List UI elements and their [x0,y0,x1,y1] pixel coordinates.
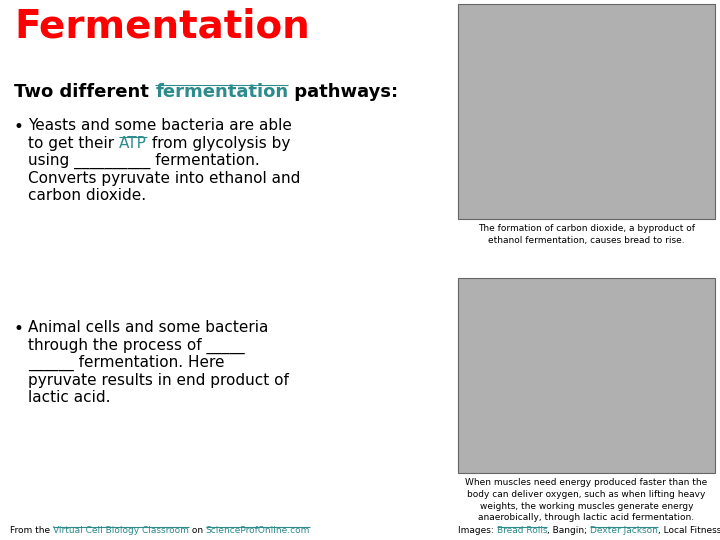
Text: ATP: ATP [119,136,147,151]
Text: •: • [14,118,24,136]
Text: Dexter Jackson: Dexter Jackson [590,526,658,535]
Text: to get their: to get their [28,136,119,151]
Text: ______ fermentation. Here: ______ fermentation. Here [28,355,225,372]
Text: When muscles need energy produced faster than the
body can deliver oxygen, such : When muscles need energy produced faster… [465,478,708,522]
Text: Animal cells and some bacteria: Animal cells and some bacteria [28,320,269,335]
FancyBboxPatch shape [458,278,715,473]
Text: From the: From the [10,526,53,535]
Text: lactic acid.: lactic acid. [28,390,110,406]
Text: Yeasts and some bacteria are able: Yeasts and some bacteria are able [28,118,292,133]
Text: using __________ fermentation.: using __________ fermentation. [28,153,260,170]
Text: •: • [14,320,24,338]
Text: Images:: Images: [458,526,497,535]
Text: Two different: Two different [14,83,155,101]
Text: The formation of carbon dioxide, a byproduct of
ethanol fermentation, causes bre: The formation of carbon dioxide, a bypro… [478,224,695,245]
Text: pyruvate results in end product of: pyruvate results in end product of [28,373,289,388]
Text: through the process of _____: through the process of _____ [28,338,245,354]
FancyBboxPatch shape [458,4,715,219]
Text: , Local Fitness: , Local Fitness [658,526,720,535]
Text: Virtual Cell Biology Classroom: Virtual Cell Biology Classroom [53,526,189,535]
Text: on: on [189,526,206,535]
Text: pathways:: pathways: [288,83,398,101]
Text: ScienceProfOnline.com: ScienceProfOnline.com [206,526,310,535]
Text: , Bangin;: , Bangin; [547,526,590,535]
Text: fermentation: fermentation [155,83,288,101]
Text: Converts pyruvate into ethanol and: Converts pyruvate into ethanol and [28,171,300,186]
Text: Fermentation: Fermentation [14,8,310,46]
Text: from glycolysis by: from glycolysis by [147,136,290,151]
Text: Bread Rolls: Bread Rolls [497,526,547,535]
Text: carbon dioxide.: carbon dioxide. [28,188,146,204]
